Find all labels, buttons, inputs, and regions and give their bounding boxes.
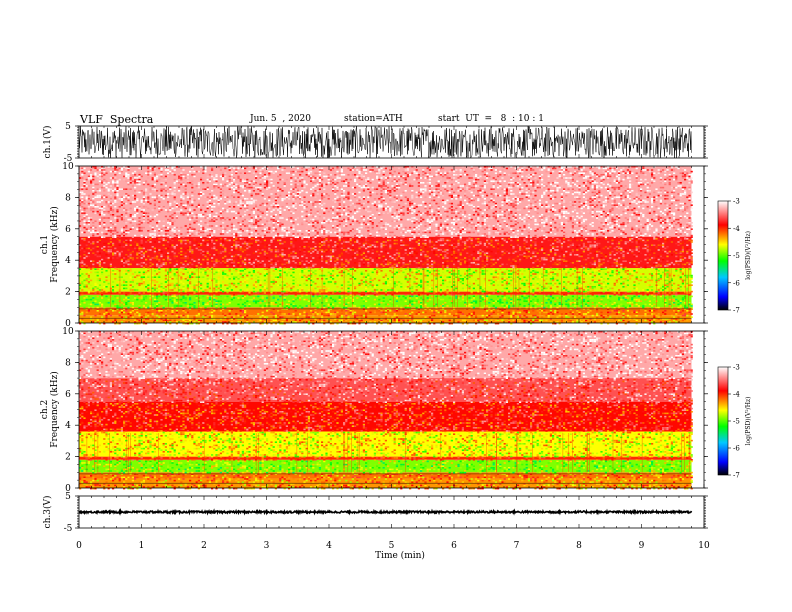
y-tick-label: 5 xyxy=(65,122,71,132)
y-tick-label: 8 xyxy=(65,358,71,368)
y-tick-label: 10 xyxy=(62,162,74,172)
ch1-spectrogram-panel xyxy=(78,165,705,325)
y-tick-label: -5 xyxy=(64,524,73,534)
ch3-waveform-ylabel: ch.3(V) xyxy=(42,496,53,529)
y-tick-label: -5 xyxy=(64,154,73,164)
y-tick-label: 8 xyxy=(65,193,71,203)
start-time-label: start UT = 8 : 10 : 1 xyxy=(438,114,544,124)
x-tick-label: 6 xyxy=(451,541,457,551)
spectrogram-texture xyxy=(79,166,693,325)
y-tick-label: 10 xyxy=(62,327,74,337)
colorbar-label: log(PSD)(V²/Hz) xyxy=(745,397,752,446)
spectrogram-band xyxy=(79,456,692,460)
colorbar-tick-label: -7 xyxy=(733,472,740,480)
colorbar-tick-label: -4 xyxy=(733,391,740,399)
colorbar-tick-label: -6 xyxy=(733,445,740,453)
x-tick-label: 4 xyxy=(326,541,332,551)
colorbar-tick-label: -5 xyxy=(733,418,740,426)
y-tick-label: 6 xyxy=(65,390,71,400)
waveform-trace xyxy=(78,507,693,516)
y-tick-label: 4 xyxy=(65,421,71,431)
x-tick-label: 10 xyxy=(698,541,710,551)
x-tick-label: 5 xyxy=(389,541,395,551)
colorbar-tick-label: -4 xyxy=(733,225,740,233)
y-tick-label: 2 xyxy=(65,453,71,463)
colorbar-label: log(PSD)(V²/Hz) xyxy=(745,231,752,280)
ch1-waveform-panel xyxy=(78,125,705,159)
y-tick-label: 6 xyxy=(65,225,71,235)
date-label: Jun. 5 , 2020 xyxy=(250,114,311,124)
colorbar-tick-label: -5 xyxy=(733,252,740,260)
colorbar-tick-label: -7 xyxy=(733,307,740,315)
x-tick-label: 1 xyxy=(139,541,145,551)
x-tick-label: 3 xyxy=(264,541,270,551)
x-tick-label: 9 xyxy=(639,541,645,551)
x-tick-label: 7 xyxy=(514,541,520,551)
colorbar-tick-label: -3 xyxy=(733,364,740,372)
y-tick-label: 0 xyxy=(65,319,71,329)
figure-title: VLF Spectra xyxy=(80,113,153,126)
y-tick-label: 0 xyxy=(65,484,71,494)
ch1-waveform-ylabel: ch.1(V) xyxy=(42,126,53,159)
ch3-waveform-panel xyxy=(78,495,705,529)
colorbar-ch2: -3 -4 -5 -6 -7 log(PSD)(V²/Hz) xyxy=(717,364,752,480)
x-tick-label: 2 xyxy=(201,541,207,551)
waveform-trace xyxy=(78,125,692,159)
ch2-spectrogram-panel xyxy=(78,330,705,490)
y-tick-label: 2 xyxy=(65,288,71,298)
x-tick-label: 8 xyxy=(576,541,582,551)
station-label: station=ATH xyxy=(344,114,403,124)
y-tick-label: 5 xyxy=(65,492,71,502)
ch1-spectrogram-ylabel: ch.1Frequency (kHz) xyxy=(40,206,60,283)
y-tick-label: 4 xyxy=(65,256,71,266)
ch2-spectrogram-ylabel: ch.2Frequency (kHz) xyxy=(40,371,60,448)
x-axis-label: Time (min) xyxy=(375,550,425,561)
colorbar-tick-label: -6 xyxy=(733,279,740,287)
x-tick-label: 0 xyxy=(76,541,82,551)
colorbar-ch1: -3 -4 -5 -6 -7 log(PSD)(V²/Hz) xyxy=(717,198,752,315)
colorbar-tick-label: -3 xyxy=(733,198,740,206)
spectrogram-band xyxy=(79,431,692,457)
spectrogram-band xyxy=(79,472,692,479)
